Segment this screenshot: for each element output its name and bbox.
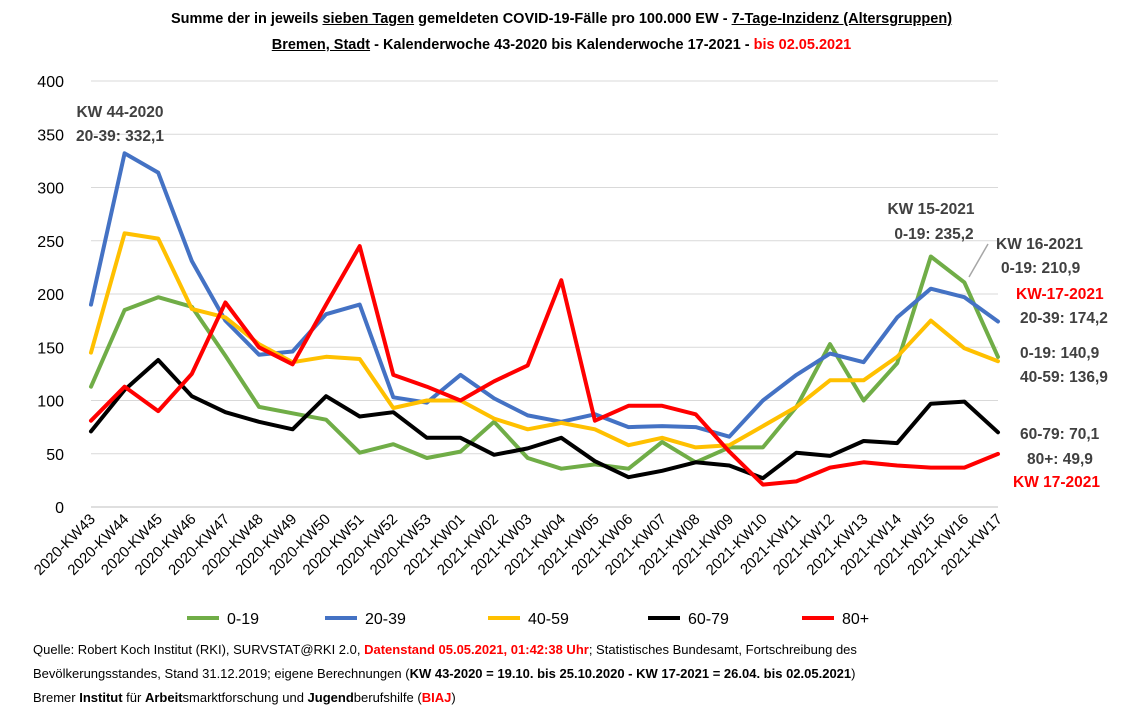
y-tick-label: 350 xyxy=(37,127,64,144)
annotation-kw17_hdr: KW-17-2021 xyxy=(1016,286,1104,303)
source-bold: Arbeit xyxy=(144,690,183,705)
series-line-60-79 xyxy=(89,358,1000,481)
title-text: gemeldeten COVID-19-Fälle pro 100.000 EW… xyxy=(414,11,732,27)
source-bold: Institut xyxy=(79,690,123,705)
title-region: Bremen, Stadt xyxy=(271,37,371,53)
series-line-40-59 xyxy=(89,231,1000,450)
source-text: ) xyxy=(451,690,456,705)
source-text: ; Statistisches Bundesamt, Fortschreibun… xyxy=(588,642,857,657)
legend: 0-19 20-39 40-59 60-79 80+ xyxy=(187,611,869,628)
chart-title-line1: Summe der in jeweils sieben Tagen gemeld… xyxy=(0,11,1123,27)
legend-label-0-19: 0-19 xyxy=(227,611,259,628)
y-axis: 0 50 100 150 200 250 300 350 400 xyxy=(37,74,64,517)
annotation-v6079: 60-79: 70,1 xyxy=(1020,426,1100,443)
x-axis: 2020-KW432020-KW442020-KW452020-KW462020… xyxy=(31,506,1006,579)
leader-line xyxy=(968,243,989,278)
y-tick-label: 50 xyxy=(46,447,64,464)
y-tick-label: 100 xyxy=(37,394,64,411)
source-line2: Bevölkerungsstandes, Stand 31.12.2019; e… xyxy=(33,662,857,686)
title-date: bis 02.05.2021 xyxy=(753,37,852,53)
legend-label-80+: 80+ xyxy=(842,611,869,628)
annotation-kw44_b: 20-39: 332,1 xyxy=(76,128,164,145)
annotation-v2039: 20-39: 174,2 xyxy=(1020,310,1108,327)
source-datenstand: Datenstand 05.05.2021, 01:42:38 Uhr xyxy=(364,642,589,657)
source-text: für xyxy=(122,690,145,705)
annotation-kw17_ftr: KW 17-2021 xyxy=(1013,474,1100,491)
source-line3: Bremer Institut für Arbeitsmarktforschun… xyxy=(33,686,857,710)
annotation-kw15_b: 0-19: 235,2 xyxy=(894,226,973,243)
annotation-v80: 80+: 49,9 xyxy=(1027,451,1093,468)
annotation-kw16_b: 0-19: 210,9 xyxy=(1001,260,1081,277)
annotations: KW 44-2020 20-39: 332,1 KW 15-2021 0-19: 23… xyxy=(76,104,1108,491)
source-biaj: BIAJ xyxy=(421,690,452,705)
y-tick-label: 200 xyxy=(37,287,64,304)
annotation-kw16_a: KW 16-2021 xyxy=(996,236,1083,253)
source-bold: Jugend xyxy=(307,690,354,705)
source-text: berufshilfe ( xyxy=(353,690,422,705)
source-text: smarktforschung und xyxy=(182,690,308,705)
y-tick-label: 400 xyxy=(37,74,64,91)
series-lines xyxy=(89,151,1000,487)
y-tick-label: 150 xyxy=(37,340,64,357)
source-line1: Quelle: Robert Koch Institut (RKI), SURV… xyxy=(33,638,857,662)
annotation-kw15_a: KW 15-2021 xyxy=(887,201,974,218)
y-tick-label: 300 xyxy=(37,181,64,198)
series-line-20-39 xyxy=(89,151,1000,439)
source-text: Bevölkerungsstandes, Stand 31.12.2019; e… xyxy=(33,666,410,681)
series-line-0-19 xyxy=(89,254,1000,471)
source-note: Quelle: Robert Koch Institut (RKI), SURV… xyxy=(33,638,857,710)
legend-label-60-79: 60-79 xyxy=(688,611,729,628)
annotation-v019: 0-19: 140,9 xyxy=(1020,345,1100,362)
source-text: Quelle: Robert Koch Institut (RKI), SURV… xyxy=(33,642,365,657)
title-text: Summe der in jeweils xyxy=(170,11,323,27)
legend-label-40-59: 40-59 xyxy=(528,611,569,628)
y-tick-label: 250 xyxy=(37,234,64,251)
title-text-underlined: 7-Tage-Inzidenz (Altersgruppen) xyxy=(731,11,953,27)
series-line-80+ xyxy=(89,244,1000,487)
chart-title-line2: Bremen, Stadt - Kalenderwoche 43-2020 bi… xyxy=(0,37,1123,53)
legend-label-20-39: 20-39 xyxy=(365,611,406,628)
source-period: KW 43-2020 = 19.10. bis 25.10.2020 - KW … xyxy=(409,666,852,681)
source-text: Bremer xyxy=(33,690,80,705)
source-text: ) xyxy=(851,666,856,681)
y-tick-label: 0 xyxy=(55,500,64,517)
title-text: - Kalenderwoche 43-2020 bis Kalenderwoch… xyxy=(370,37,754,53)
title-text-underlined: sieben Tagen xyxy=(322,11,415,27)
annotation-v4059: 40-59: 136,9 xyxy=(1020,369,1108,386)
annotation-kw44_a: KW 44-2020 xyxy=(76,104,163,121)
